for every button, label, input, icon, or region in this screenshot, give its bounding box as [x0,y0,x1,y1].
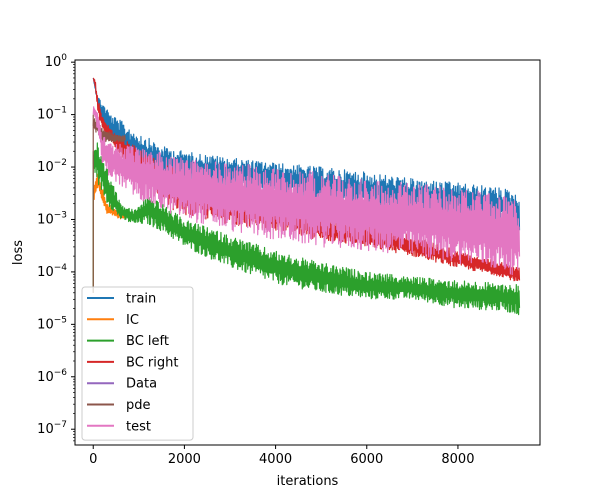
x-tick-label: 8000 [441,452,474,467]
y-tick-label: 10−1 [37,106,67,123]
legend-entry-label: pde [126,398,151,413]
series-layer [92,77,521,316]
y-tick-exponent: −5 [54,315,67,325]
series-line-bc-left [92,142,521,316]
y-tick-base: 10 [37,160,54,175]
legend-entry-label: BC right [126,355,178,370]
legend-entry-label: test [126,419,151,434]
x-tick-label: 6000 [350,452,383,467]
y-tick-exponent: 0 [61,53,67,63]
plot-frame [74,59,541,446]
y-tick-label: 10−5 [37,315,67,332]
legend: train IC BC left BC right Data pde test [81,286,194,441]
x-tick-label: 4000 [259,452,292,467]
y-tick-label: 10−4 [37,263,67,280]
y-tick-base: 10 [37,265,54,280]
y-tick-exponent: −3 [54,210,67,220]
y-tick-label: 10−3 [37,210,67,227]
y-tick-exponent: −1 [54,106,67,116]
legend-entry-label: BC left [126,334,169,349]
y-tick-label: 10−6 [37,368,67,385]
y-tick-base: 10 [37,212,54,227]
legend-entry-label: train [126,292,156,307]
series-line-test [92,106,521,276]
y-tick-label: 10−2 [37,158,67,175]
x-tick-label: 0 [89,452,97,467]
y-tick-exponent: −6 [54,368,68,378]
legend-entry-label: IC [126,313,139,328]
legend-box [81,286,194,441]
y-tick-base: 10 [45,55,62,70]
y-tick-label: 10−7 [37,420,67,437]
legend-entry-label: Data [126,377,157,392]
x-axis: 0 2000 4000 6000 8000 [89,445,474,467]
y-tick-base: 10 [37,317,54,332]
y-tick-base: 10 [37,422,54,437]
y-tick-base: 10 [37,370,54,385]
y-tick-exponent: −2 [54,158,67,168]
y-tick-base: 10 [37,108,54,123]
y-tick-label: 100 [45,53,68,70]
y-tick-exponent: −4 [54,263,68,273]
y-axis-label: loss [11,240,26,265]
x-tick-label: 2000 [168,452,201,467]
y-tick-exponent: −7 [54,420,67,430]
x-axis-label: iterations [277,474,339,489]
